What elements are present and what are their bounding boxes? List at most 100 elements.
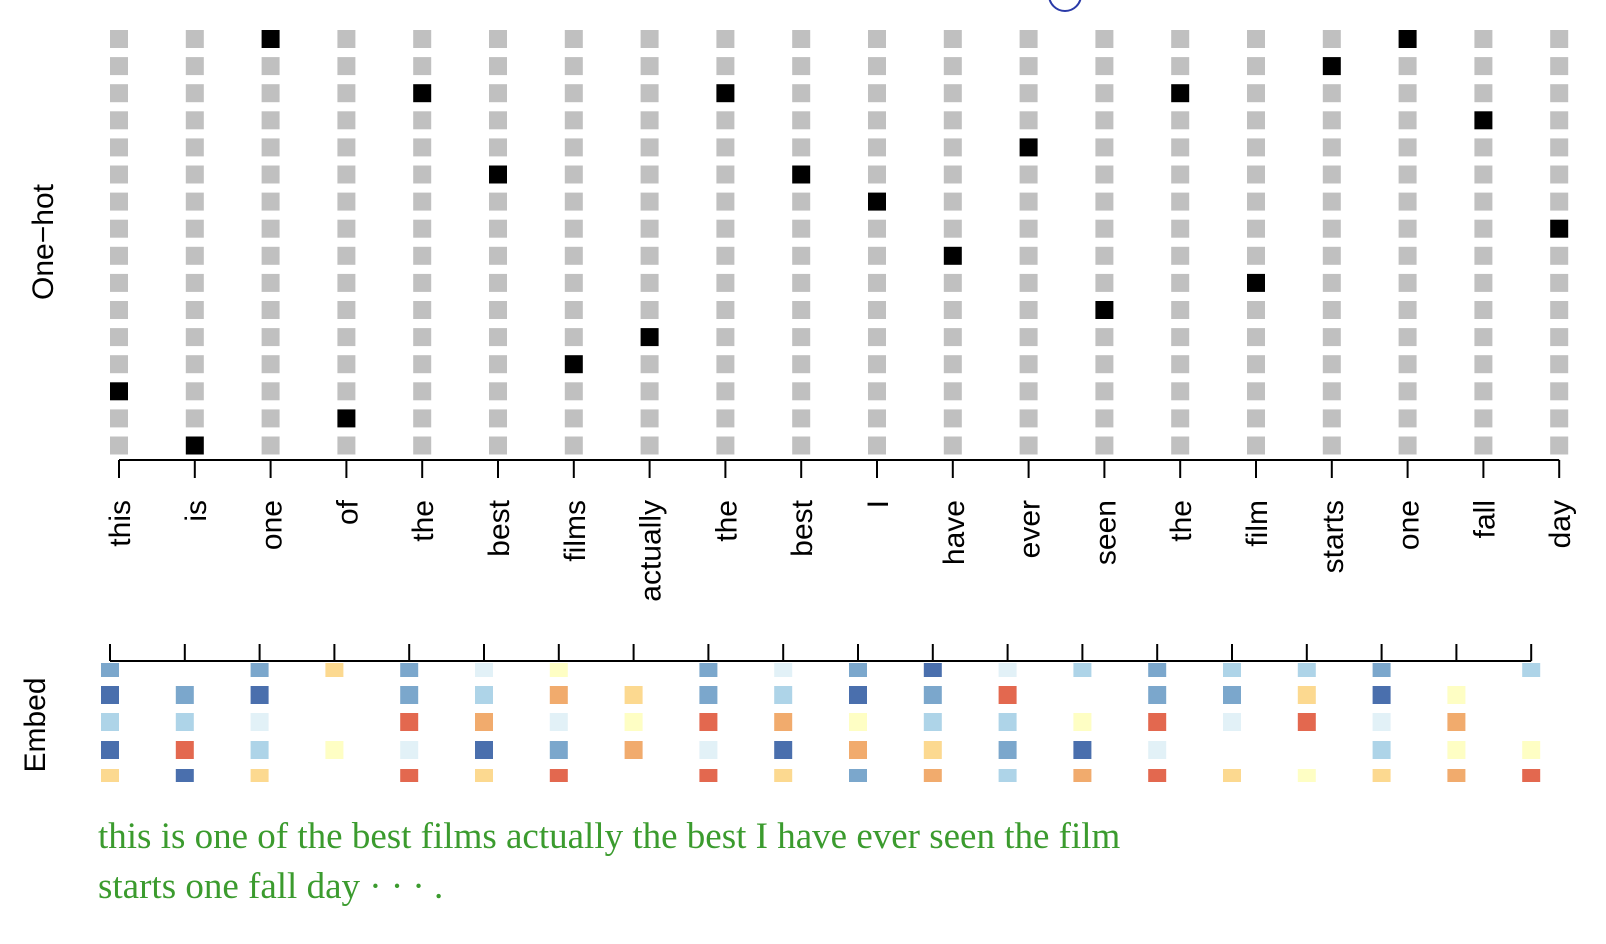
onehot-cell-off [716, 246, 735, 265]
embed-cell [1297, 686, 1316, 704]
onehot-cell-off [1398, 165, 1417, 184]
onehot-cell-off [1171, 138, 1190, 157]
onehot-cell-off [716, 382, 735, 401]
onehot-cell-off [1019, 84, 1038, 103]
onehot-cell-off [792, 382, 811, 401]
onehot-cell-off [868, 30, 886, 48]
onehot-cell-off [1474, 273, 1493, 292]
embed-cell [1073, 663, 1092, 677]
onehot-cell-off [185, 138, 204, 157]
onehot-cell-off [792, 111, 811, 130]
embed-cell [774, 686, 793, 704]
onehot-cell-off [1550, 84, 1569, 103]
onehot-cell-off [1398, 382, 1417, 401]
onehot-cell-on [1095, 301, 1114, 319]
onehot-cell-off [1398, 219, 1417, 238]
onehot-cell-off [716, 409, 735, 428]
onehot-cell-off [564, 30, 583, 48]
onehot-cell-off [1095, 355, 1114, 374]
onehot-cell-off [1398, 111, 1417, 130]
onehot-cell-off [792, 301, 811, 319]
onehot-cell-off [337, 111, 356, 130]
onehot-cell-off [792, 138, 811, 157]
embed-cell [1447, 769, 1466, 782]
onehot-cell-off [413, 30, 432, 48]
onehot-cell-off [716, 273, 735, 292]
onehot-cell-off [1019, 57, 1038, 76]
onehot-cell-off [1247, 409, 1265, 428]
embed-cell [1447, 713, 1466, 731]
onehot-cell-off [1095, 409, 1114, 428]
onehot-cell-off [1171, 301, 1190, 319]
embed-cell [475, 686, 493, 704]
onehot-cell-off [1322, 246, 1341, 265]
onehot-cell-off [640, 355, 659, 374]
token-label: fall [1468, 500, 1501, 538]
onehot-cell-off [868, 436, 886, 455]
onehot-cell-off [261, 192, 280, 211]
onehot-cell-off [564, 382, 583, 401]
onehot-cell-off [489, 30, 507, 48]
token-label: seen [1089, 500, 1122, 565]
onehot-cell-off [261, 165, 280, 184]
onehot-cell-on [185, 436, 204, 455]
embed-cell [400, 769, 419, 782]
onehot-cell-off [1095, 273, 1114, 292]
onehot-cell-off [1019, 328, 1038, 347]
onehot-cell-off [489, 382, 507, 401]
onehot-cell-off [337, 57, 356, 76]
embed-cell [1148, 686, 1167, 704]
onehot-cell-off [185, 84, 204, 103]
onehot-cell-off [792, 30, 811, 48]
embed-cell [1223, 663, 1241, 677]
embed-cell [923, 713, 942, 731]
onehot-cell-off [1171, 111, 1190, 130]
onehot-cell-off [1398, 192, 1417, 211]
onehot-cell-off [1322, 409, 1341, 428]
embed-cell [1372, 663, 1391, 677]
embed-cell [1148, 741, 1167, 759]
onehot-cell-off [489, 219, 507, 238]
onehot-cell-off [640, 273, 659, 292]
embed-cell [1223, 713, 1241, 731]
onehot-cell-off [868, 301, 886, 319]
onehot-cell-off [185, 382, 204, 401]
onehot-cell-off [1095, 192, 1114, 211]
onehot-cell-off [413, 165, 432, 184]
embed-cell [101, 713, 119, 731]
onehot-cell-off [1247, 246, 1265, 265]
onehot-cell-off [792, 273, 811, 292]
onehot-cell-off [1247, 328, 1265, 347]
embed-cell [475, 741, 493, 759]
onehot-cell-off [110, 328, 128, 347]
embed-cell [549, 686, 568, 704]
onehot-cell-off [261, 246, 280, 265]
onehot-cell-off [337, 219, 356, 238]
embed-cell [1223, 769, 1241, 782]
onehot-cell-off [185, 246, 204, 265]
onehot-cell-off [110, 165, 128, 184]
onehot-cell-off [1247, 165, 1265, 184]
onehot-cell-off [1095, 165, 1114, 184]
onehot-cell-off [564, 436, 583, 455]
onehot-cell-off [943, 165, 962, 184]
onehot-cell-off [337, 382, 356, 401]
onehot-cell-off [640, 409, 659, 428]
onehot-cell-off [716, 138, 735, 157]
token-label: have [938, 500, 971, 565]
onehot-cell-off [868, 138, 886, 157]
onehot-cell-off [261, 219, 280, 238]
onehot-cell-off [1247, 84, 1265, 103]
onehot-cell-off [1398, 138, 1417, 157]
token-label: of [331, 499, 364, 525]
onehot-cell-off [1095, 436, 1114, 455]
onehot-cell-on [261, 30, 280, 48]
embed-cell [325, 663, 344, 677]
onehot-cell-off [1019, 192, 1038, 211]
onehot-cell-off [110, 219, 128, 238]
onehot-cell-off [716, 436, 735, 455]
onehot-cell-off [640, 57, 659, 76]
onehot-cell-off [564, 273, 583, 292]
